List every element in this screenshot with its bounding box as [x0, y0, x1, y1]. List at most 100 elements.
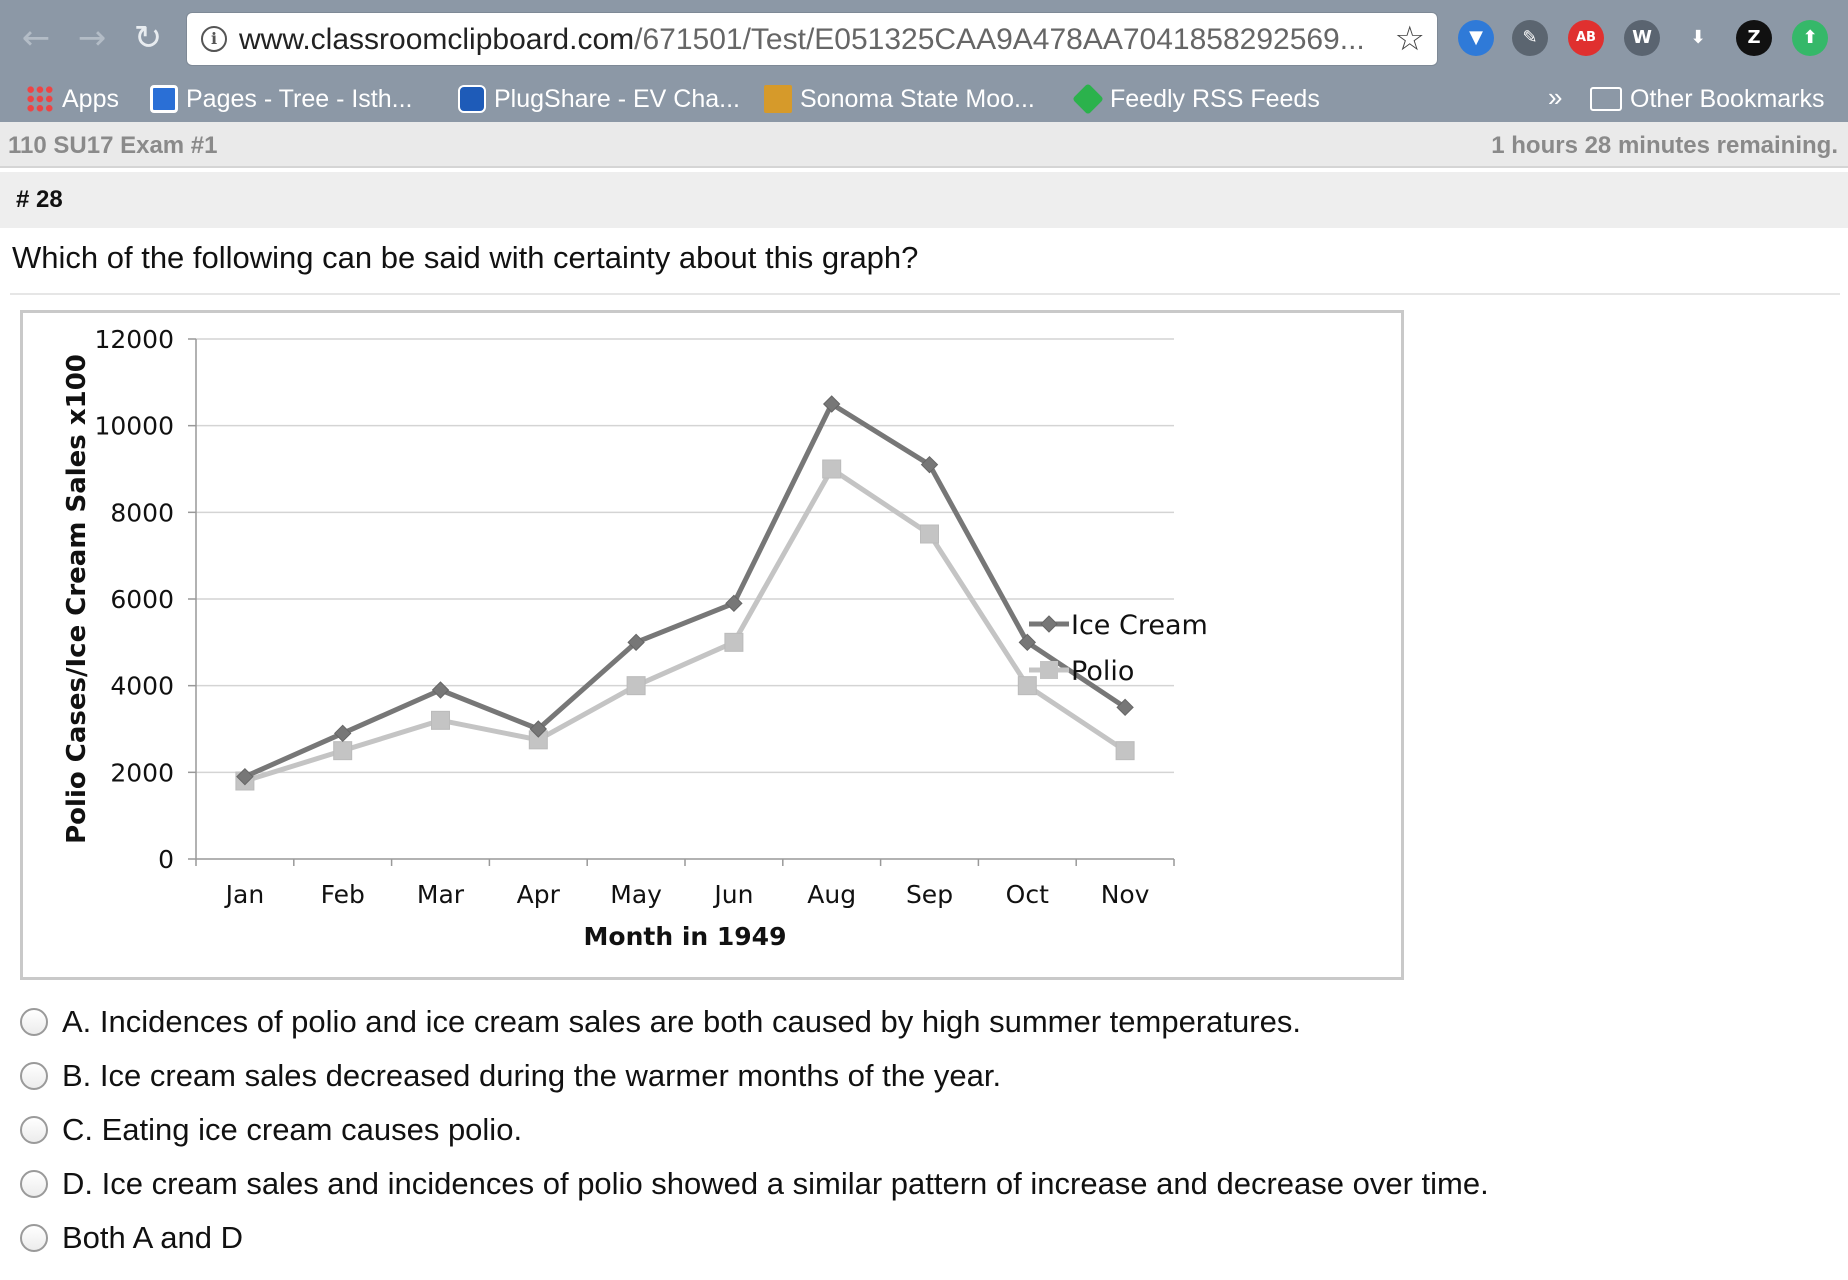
- bookmark-label: Other Bookmarks: [1630, 84, 1825, 113]
- answer-text: Both A and D: [62, 1220, 243, 1255]
- ice-cream-point: [333, 724, 352, 743]
- answer-option[interactable]: D. Ice cream sales and incidences of pol…: [20, 1164, 1720, 1204]
- answer-text: D. Ice cream sales and incidences of pol…: [62, 1166, 1489, 1201]
- legend-marker-square: [1040, 661, 1058, 679]
- bookmark-label: Pages - Tree - Isth...: [186, 84, 413, 113]
- x-tick-label: Nov: [1101, 880, 1150, 909]
- answer-option[interactable]: C. Eating ice cream causes polio.: [20, 1110, 1720, 1150]
- apps-grid-icon: [26, 85, 54, 113]
- answer-option[interactable]: Both A and D: [20, 1218, 1720, 1258]
- moodle-icon: [764, 85, 792, 113]
- answer-radio[interactable]: [20, 1170, 48, 1198]
- url-domain: www.classroomclipboard.com: [239, 23, 635, 56]
- y-tick-label: 0: [158, 845, 174, 874]
- x-tick-label: Jan: [224, 880, 265, 909]
- update-icon[interactable]: ⬆: [1792, 20, 1828, 56]
- url-text[interactable]: www.classroomclipboard.com/671501/Test/E…: [239, 23, 1365, 57]
- ice-cream-point: [236, 767, 254, 786]
- x-tick-label: Mar: [417, 880, 465, 909]
- answer-radio[interactable]: [20, 1224, 48, 1252]
- bookmark-star-icon[interactable]: ☆: [1394, 19, 1425, 59]
- back-button[interactable]: ←: [21, 18, 51, 58]
- answer-text: B. Ice cream sales decreased during the …: [62, 1058, 1002, 1093]
- browser-toolbar: ← → ↻ i www.classroomclipboard.com/67150…: [0, 0, 1848, 76]
- y-axis-title: Polio Cases/Ice Cream Sales x100: [62, 354, 92, 844]
- chart-frame: 0 2000 4000 6000 8000 10000 12000 Jan Feb Mar Apr M…: [20, 310, 1404, 980]
- polio-point: [822, 459, 842, 479]
- bookmark-label: Apps: [62, 84, 119, 113]
- pages-icon: [150, 85, 178, 113]
- x-tick-label: Jun: [712, 880, 753, 909]
- more-bookmarks-chevron[interactable]: »: [1548, 82, 1563, 112]
- x-tick-label: Feb: [321, 880, 365, 909]
- ice-cream-point: [431, 681, 450, 699]
- bookmark-plugshare[interactable]: PlugShare - EV Cha...: [458, 80, 740, 118]
- polio-point: [333, 741, 353, 761]
- answer-text: A. Incidences of polio and ice cream sal…: [62, 1004, 1301, 1039]
- question-number: # 28: [16, 186, 63, 213]
- legend-label: Ice Cream: [1071, 610, 1208, 641]
- x-axis-title: Month in 1949: [584, 922, 787, 951]
- info-icon[interactable]: i: [201, 26, 227, 52]
- answer-option[interactable]: B. Ice cream sales decreased during the …: [20, 1056, 1720, 1096]
- bookmark-sonoma[interactable]: Sonoma State Moo...: [764, 80, 1035, 118]
- ice-cream-point: [529, 720, 548, 738]
- answer-radio[interactable]: [20, 1116, 48, 1144]
- bookmark-pages[interactable]: Pages - Tree - Isth...: [150, 80, 412, 118]
- ice-cream-point: [1018, 633, 1037, 652]
- y-tick-label: 8000: [110, 498, 174, 527]
- feedly-icon: [1072, 83, 1104, 115]
- polio-point: [1115, 741, 1135, 761]
- forward-button[interactable]: →: [77, 18, 107, 58]
- bookmarks-bar: Apps Pages - Tree - Isth... PlugShare - …: [0, 76, 1848, 122]
- legend-label: Polio: [1071, 656, 1134, 687]
- answer-option[interactable]: A. Incidences of polio and ice cream sal…: [20, 1002, 1720, 1042]
- time-remaining: 1 hours 28 minutes remaining.: [1491, 132, 1838, 159]
- x-tick-label: Oct: [1006, 880, 1049, 909]
- reload-button[interactable]: ↻: [133, 18, 163, 58]
- folder-icon: [1590, 87, 1622, 111]
- ice-cream-point: [725, 594, 743, 613]
- wunderlist-icon[interactable]: ▼: [1458, 20, 1494, 56]
- adblock-icon[interactable]: AB: [1568, 20, 1604, 56]
- y-tick-label: 10000: [94, 412, 174, 441]
- bookmark-apps[interactable]: Apps: [26, 80, 119, 118]
- x-tick-label: May: [610, 880, 662, 909]
- wordpress-icon[interactable]: W: [1624, 20, 1660, 56]
- answer-radio[interactable]: [20, 1062, 48, 1090]
- divider: [10, 293, 1840, 295]
- bookmark-other[interactable]: Other Bookmarks: [1590, 80, 1825, 118]
- exam-header: 110 SU17 Exam #1 1 hours 28 minutes rema…: [0, 122, 1848, 168]
- series-line-polio: [244, 466, 1127, 784]
- polio-point: [431, 710, 450, 730]
- plugshare-icon: [458, 85, 486, 113]
- bookmark-label: PlugShare - EV Cha...: [494, 84, 740, 113]
- x-tick-label: Aug: [807, 880, 856, 909]
- bookmark-label: Feedly RSS Feeds: [1110, 84, 1320, 113]
- question-number-bar: # 28: [0, 172, 1848, 228]
- y-tick-label: 2000: [110, 758, 174, 787]
- zotero-icon[interactable]: Z: [1736, 20, 1772, 56]
- legend-marker-diamond: [1040, 615, 1058, 633]
- bookmark-feedly[interactable]: Feedly RSS Feeds: [1072, 80, 1320, 118]
- ice-cream-point: [627, 633, 645, 652]
- ice-cream-point: [1116, 698, 1134, 717]
- y-tick-label: 12000: [94, 325, 174, 354]
- y-tick-label: 4000: [110, 672, 174, 701]
- y-tick-label: 6000: [110, 585, 174, 614]
- polio-point: [920, 524, 939, 544]
- polio-point: [1017, 676, 1037, 696]
- exam-title: 110 SU17 Exam #1: [8, 132, 218, 159]
- question-text: Which of the following can be said with …: [12, 240, 919, 275]
- x-tick-label: Sep: [906, 880, 953, 909]
- download-icon[interactable]: ⬇: [1680, 20, 1716, 56]
- bookmark-label: Sonoma State Moo...: [800, 84, 1035, 113]
- evernote-icon[interactable]: ✎: [1512, 20, 1548, 56]
- answer-radio[interactable]: [20, 1008, 48, 1036]
- polio-point: [626, 676, 646, 696]
- line-chart: 0 2000 4000 6000 8000 10000 12000 Jan Feb Mar Apr M…: [62, 325, 1208, 951]
- series-line-ice-cream: [243, 401, 1127, 779]
- x-tick-label: Apr: [517, 880, 561, 909]
- address-bar[interactable]: i www.classroomclipboard.com/671501/Test…: [186, 12, 1438, 66]
- ice-cream-point: [920, 455, 939, 474]
